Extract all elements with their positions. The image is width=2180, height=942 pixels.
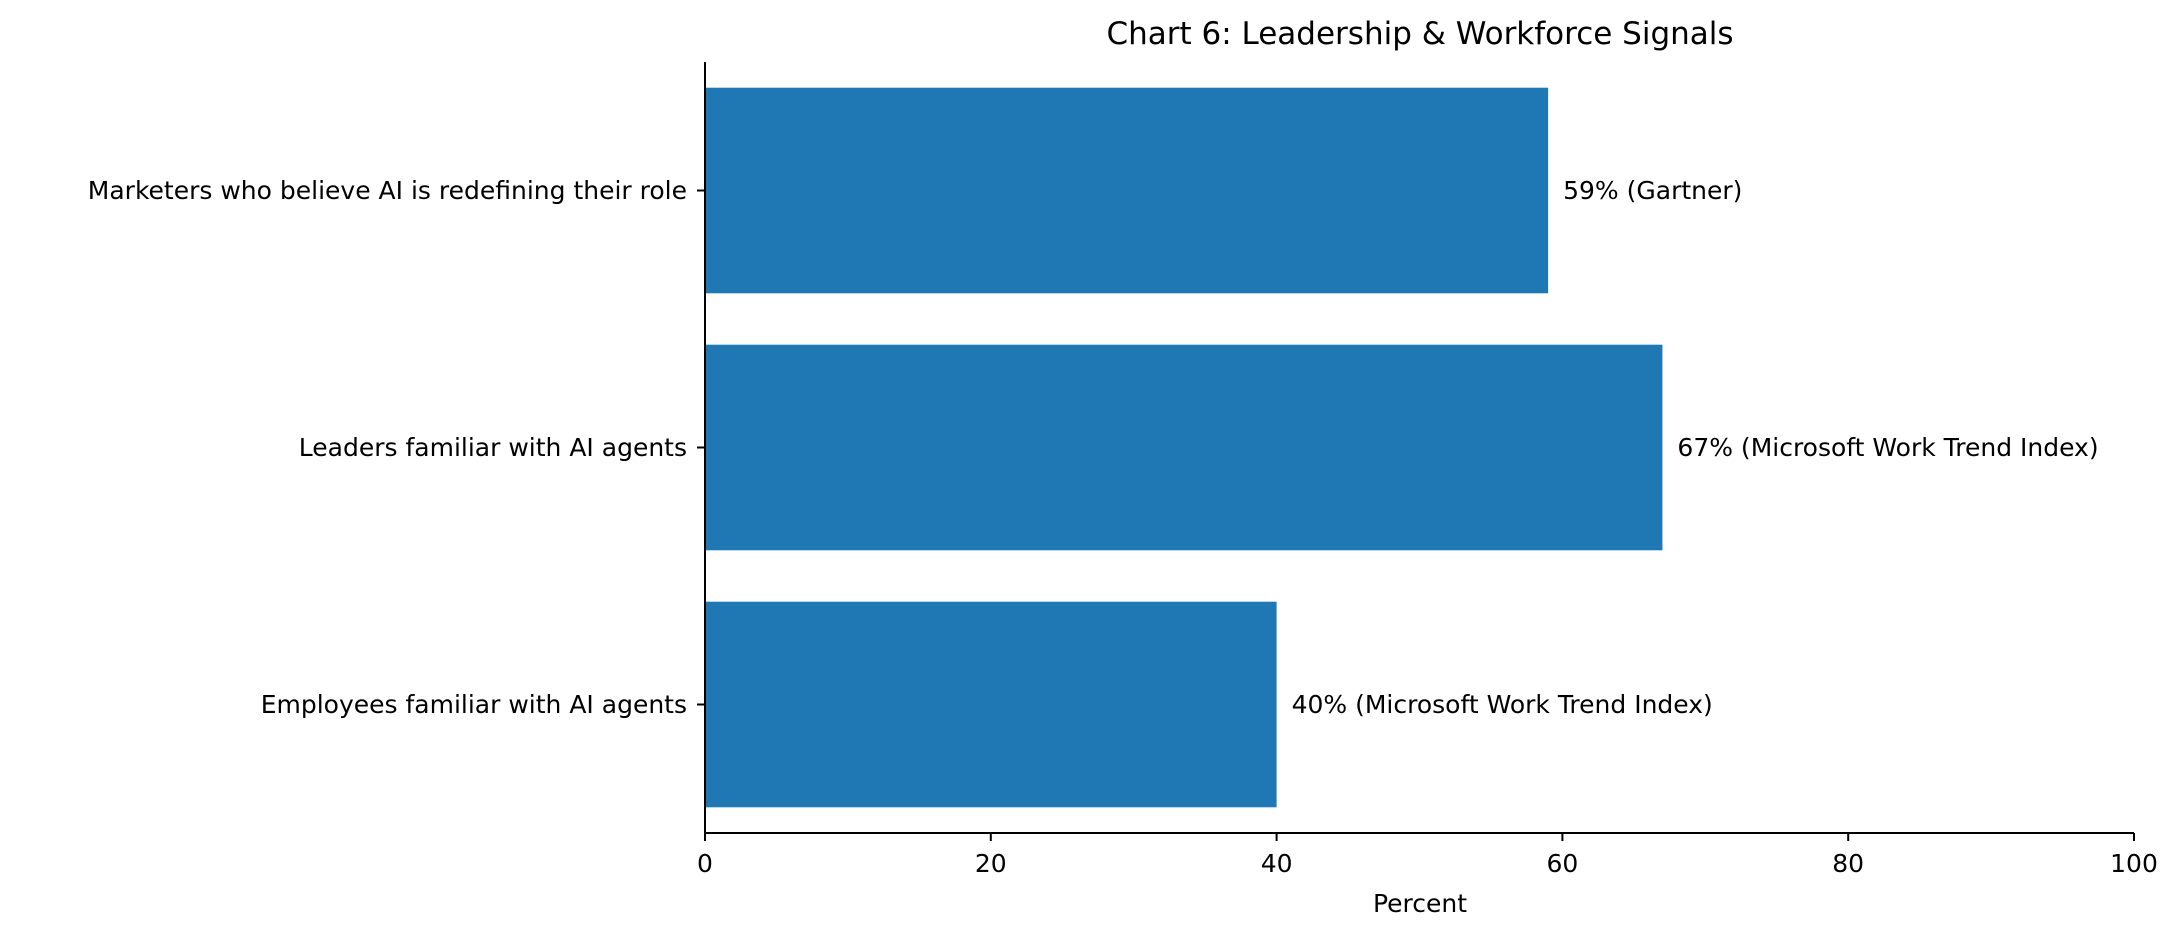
data-labels-group: 59% (Gartner) 67% (Microsoft Work Trend I… xyxy=(1292,176,2099,719)
x-tick-label: 0 xyxy=(697,849,713,878)
x-tick-label: 100 xyxy=(2110,849,2158,878)
x-tick-label: 20 xyxy=(975,849,1007,878)
bar xyxy=(705,344,1663,551)
y-tick-label: Marketers who believe AI is redefining t… xyxy=(88,176,687,205)
x-tick-label: 40 xyxy=(1261,849,1293,878)
y-tick-label: Employees familiar with AI agents xyxy=(261,690,687,719)
bar xyxy=(705,601,1277,808)
bar xyxy=(705,87,1549,294)
y-tick-label: Leaders familiar with AI agents xyxy=(299,433,687,462)
bars-group xyxy=(705,87,1663,808)
x-tick-label: 80 xyxy=(1832,849,1864,878)
x-tick-label: 60 xyxy=(1546,849,1578,878)
y-ticks-group: Marketers who believe AI is redefining t… xyxy=(88,176,705,719)
data-label: 59% (Gartner) xyxy=(1563,176,1742,205)
data-label: 40% (Microsoft Work Trend Index) xyxy=(1292,690,1713,719)
data-label: 67% (Microsoft Work Trend Index) xyxy=(1677,433,2098,462)
x-ticks-group: 0 20 40 60 80 100 xyxy=(697,833,2158,878)
x-axis-title: Percent xyxy=(1373,889,1467,918)
chart-title: Chart 6: Leadership & Workforce Signals xyxy=(1106,16,1733,52)
